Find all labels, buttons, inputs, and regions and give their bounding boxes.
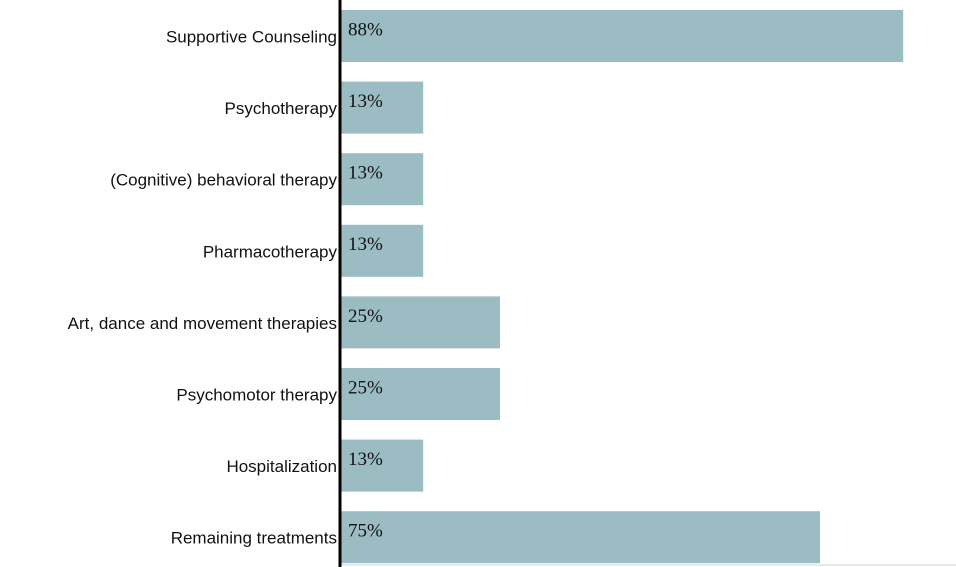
category-label: Art, dance and movement therapies: [68, 314, 337, 333]
category-label: Remaining treatments: [171, 529, 337, 548]
value-label: 13%: [348, 449, 383, 470]
bar: [340, 10, 904, 62]
category-label: Psychomotor therapy: [176, 385, 337, 404]
category-label: Hospitalization: [226, 457, 337, 476]
value-label: 13%: [348, 234, 383, 255]
value-label: 75%: [348, 521, 383, 542]
value-label: 88%: [348, 19, 383, 40]
category-label: (Cognitive) behavioral therapy: [110, 171, 337, 190]
bar: [340, 511, 820, 564]
category-label: Pharmacotherapy: [203, 242, 338, 261]
value-label: 25%: [348, 377, 383, 398]
bar: [340, 81, 424, 134]
value-label: 13%: [348, 91, 383, 112]
bar: [340, 153, 424, 206]
value-label: 25%: [348, 306, 383, 327]
category-label: Psychotherapy: [225, 99, 338, 118]
bar: [340, 368, 500, 420]
bar: [340, 224, 424, 277]
category-label: Supportive Counseling: [166, 27, 337, 46]
bar: [340, 296, 500, 349]
value-label: 13%: [348, 163, 383, 184]
bar: [340, 439, 424, 492]
